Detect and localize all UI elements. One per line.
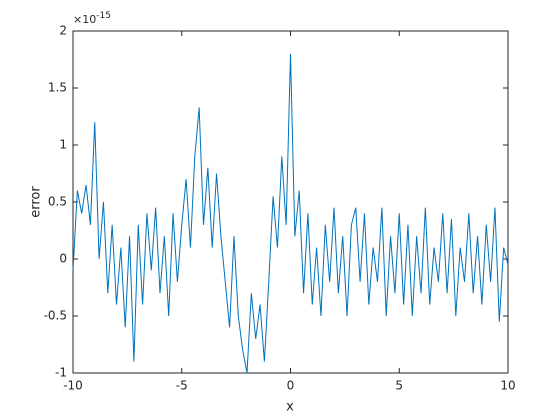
x-tick-label: 5: [395, 379, 403, 393]
y-multiplier: ×10-15: [73, 11, 111, 27]
x-tick-label: 0: [287, 379, 295, 393]
y-multiplier-base: ×10: [73, 13, 96, 26]
x-tick-label: -5: [176, 379, 188, 393]
y-tick-label: -1: [55, 366, 67, 380]
x-axis-label: x: [286, 400, 294, 415]
y-tick-label: 1: [59, 138, 67, 152]
y-tick-label: 1.5: [48, 81, 67, 95]
y-axis-label: error: [29, 186, 44, 218]
x-tick-label: 10: [500, 379, 515, 393]
axes-box: [72, 30, 509, 374]
data-line: [72, 53, 509, 374]
y-tick-label: -0.5: [44, 309, 67, 323]
y-multiplier-exponent: -15: [96, 11, 111, 21]
y-tick-label: 0: [59, 252, 67, 266]
y-tick-label: 2: [59, 24, 67, 38]
y-tick-label: 0.5: [48, 195, 67, 209]
x-tick-label: -10: [63, 379, 83, 393]
